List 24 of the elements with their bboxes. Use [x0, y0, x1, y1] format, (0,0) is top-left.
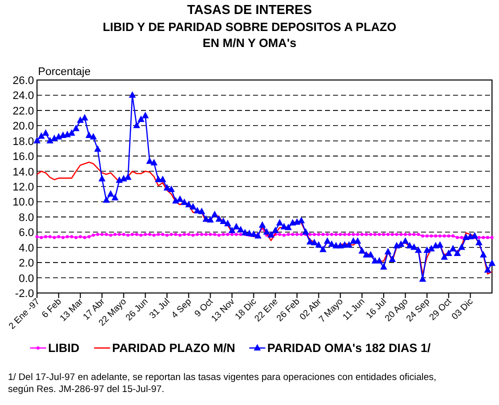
x-tick-label: 4 Sep: [169, 296, 194, 320]
y-tick-label: 8.0: [18, 212, 34, 224]
y-tick-label: 12.0: [12, 182, 34, 194]
y-tick-label: 24.0: [12, 90, 34, 102]
y-tick-label: 20.0: [12, 120, 34, 133]
y-tick-label: 26.0: [12, 75, 34, 87]
text: 1/ Del 17-Jul-97 en adelante, se reportan las tasas vigentes para operaciones con entidades oficiales, según Res. JM-286-97 del 15-Jul-97.: [8, 372, 436, 395]
legend-label: PARIDAD OMA's 182 DIAS 1/: [267, 341, 432, 355]
y-tick-label: 6.0: [18, 227, 34, 240]
y-tick-label: 16.0: [12, 151, 34, 164]
y-tick-label: 4.0: [18, 242, 34, 254]
y-tick-label: 0.0: [18, 272, 34, 285]
y-tick-label: 2.0: [18, 258, 34, 270]
y-axis-title: Porcentaje: [38, 66, 91, 78]
y-tick-label: 10.0: [12, 196, 34, 209]
legend-label: LIBID: [48, 341, 80, 355]
legend-label: PARIDAD PLAZO M/N: [112, 341, 236, 355]
y-tick-label: 22.0: [12, 105, 34, 118]
chart-title: TASAS DE INTERES: [187, 2, 312, 17]
y-tick-label: 18.0: [12, 136, 34, 148]
y-tick-label: 14.0: [12, 166, 34, 178]
x-tick-label: 03 Dic: [450, 296, 476, 322]
x-tick-label: 31 Jul: [147, 296, 172, 320]
chart-subtitle: LIBID Y DE PARIDAD SOBRE DEPOSITOS A PLAZO EN M/N Y OMA's: [102, 20, 396, 50]
